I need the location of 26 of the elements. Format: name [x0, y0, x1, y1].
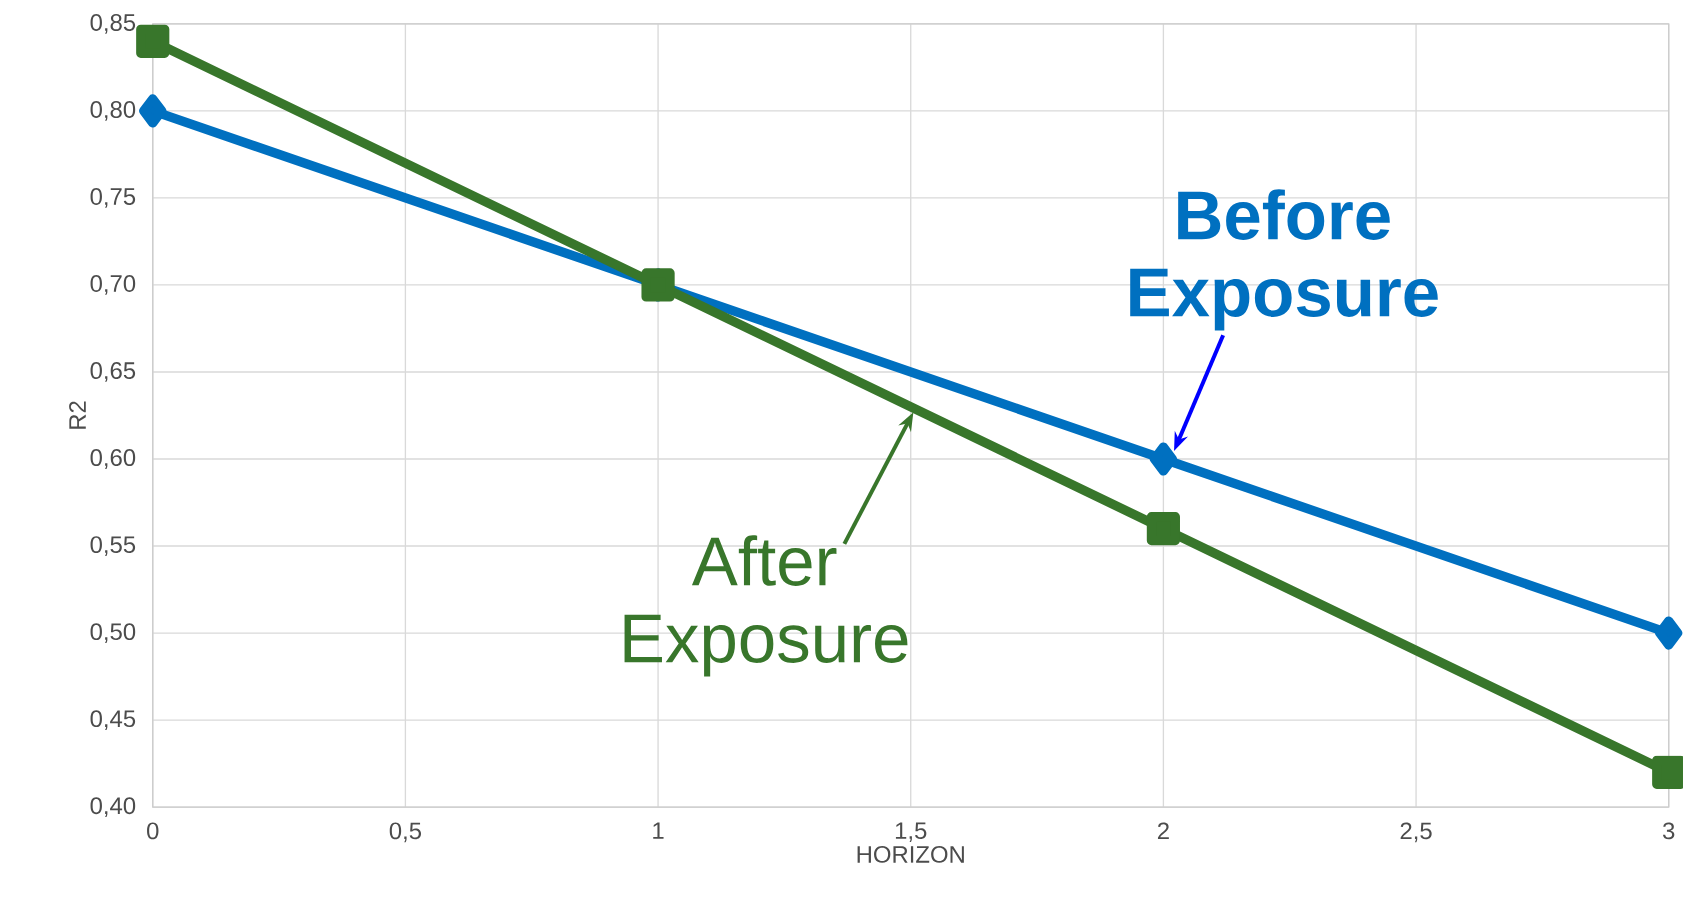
x-tick-label: 0 [147, 822, 159, 840]
x-tick-label: 2 [1157, 822, 1169, 840]
legend-label: After Exposure [624, 535, 908, 677]
y-tick-label: 0,40 [90, 797, 136, 818]
point [1146, 512, 1180, 546]
y-tick-label: 0,65 [90, 362, 136, 383]
point [1149, 442, 1178, 476]
point [1655, 616, 1683, 650]
y-tick-label: 0,60 [90, 449, 136, 470]
y-tick-label: 0,75 [90, 188, 136, 208]
y-tick-label: 0,50 [90, 623, 136, 644]
y-tick-label: 0,55 [90, 536, 136, 557]
x-tick-label: 3 [1662, 822, 1675, 840]
x-tick-label: 1,5 [895, 822, 927, 843]
y-tick-label: 0,45 [90, 710, 136, 731]
x-tick-label: 0,5 [389, 822, 422, 843]
y-tick-label: 0,85 [90, 14, 136, 34]
series-label: Before Exposure [1130, 189, 1438, 331]
x-tick-label: 1 [653, 822, 664, 840]
y-axis-title: R2 [69, 401, 86, 429]
point [136, 24, 170, 59]
x-axis-title: HORIZON [857, 846, 964, 864]
y-tick-label: 0,70 [90, 275, 136, 295]
y-tick-label: 0,80 [90, 101, 136, 121]
point [139, 94, 167, 128]
x-tick-label: 2,5 [1400, 822, 1432, 843]
